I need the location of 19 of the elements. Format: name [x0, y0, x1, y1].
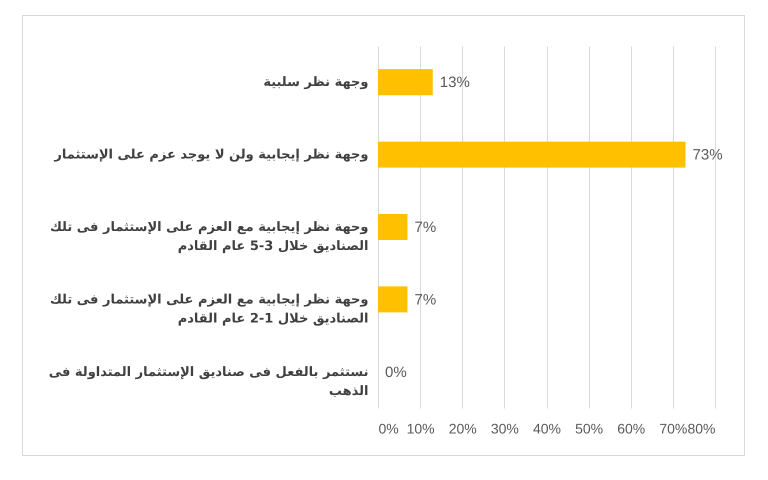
x-tick-label: 70%	[659, 420, 688, 436]
x-tick-label: 80%	[687, 420, 716, 436]
x-tick-label: 10%	[406, 420, 435, 436]
y-tick-label: وجهة نظر إيجابية ولن لا يوجد عزم على الإستثمار	[53, 148, 368, 163]
data-label: 7%	[414, 291, 436, 308]
x-tick-label: 20%	[448, 420, 477, 436]
y-tick-label: وحهة نظر إيجابية مع العزم على الإستثمار فى تلك الصناديق خلال 3-5 عام القادم	[50, 220, 368, 254]
x-tick-label: 30%	[490, 420, 519, 436]
y-tick-label: وجهة نظر سلبية	[263, 75, 368, 90]
y-tick-label: نستثمر بالفعل فى صناديق الإستثمار المتداولة فى الذهب	[48, 364, 368, 399]
data-label: 13%	[440, 74, 470, 92]
data-label: 7%	[414, 219, 436, 236]
y-tick-label: وحهة نظر إيجابية مع العزم على الإستثمار فى تلك الصناديق خلال 1-2 عام القادم	[50, 292, 368, 326]
x-tick-label: 60%	[617, 420, 646, 436]
x-tick-label: 0%	[378, 420, 399, 436]
x-tick-label: 50%	[575, 420, 604, 436]
data-label: 0%	[385, 364, 407, 381]
data-label: 73%	[692, 146, 723, 164]
x-tick-label: 40%	[532, 420, 562, 436]
